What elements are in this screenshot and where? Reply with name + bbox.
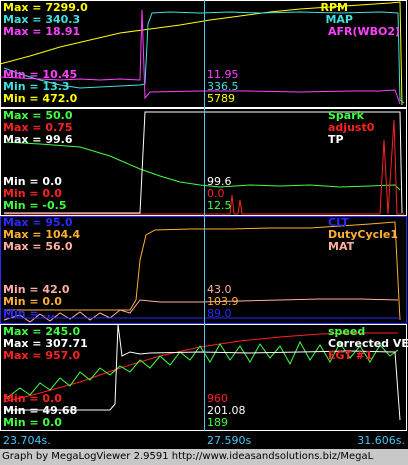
panel-3-max-3: Max = 56.0 — [3, 240, 73, 253]
panel-4-cursor-value-1: 960 — [207, 392, 228, 405]
panel-2-min-3: Min = -0.5 — [3, 199, 67, 212]
panel-3-min-3: Min = ... — [3, 307, 55, 320]
panel-4-border — [0, 324, 407, 431]
time-end-label: 31.606s. — [357, 434, 405, 447]
panel-2-max-2: Max = 0.75 — [3, 121, 73, 134]
time-cursor-label: 27.590s — [207, 434, 252, 447]
panel-4-min-3: Min = 0.0 — [3, 416, 62, 429]
panel-1-channel-3: AFR(WBO2) — [328, 25, 401, 38]
panel-4-min-1: Min = 0.0 — [3, 392, 62, 405]
panel-1-max-3: Max = 18.91 — [3, 25, 81, 38]
panel-3-min-2: Min = 0.0 — [3, 295, 62, 308]
panel-1-cursor-value-2: 336.5 — [207, 80, 239, 93]
panel-1-channel-2: MAP — [325, 13, 353, 26]
panel-3-max-1: Max = 95.0 — [3, 216, 73, 229]
panel-2-cursor-value-2: 0.0 — [207, 187, 225, 200]
adjust0-trace — [4, 119, 404, 215]
panel-1-max-2: Max = 340.3 — [3, 13, 81, 26]
panel-4-max-2: Max = 307.71 — [3, 337, 88, 350]
panel-2-channel-1: Spark — [328, 109, 364, 122]
panel-4-channel-2: Corrected VE — [328, 337, 408, 350]
rpm-trace — [0, 1, 403, 106]
time-start-label: 23.704s. — [3, 434, 51, 447]
afr-trace — [0, 9, 401, 105]
panel-4-max-3: Max = 957.0 — [3, 349, 81, 362]
panel-4-channel-3: EGT #1 — [328, 349, 373, 362]
panel-2-max-1: Max = 50.0 — [3, 109, 73, 122]
log-graph[interactable]: Max = 7299.0 Max = 340.3 Max = 18.91 RPM… — [0, 0, 408, 431]
panel-4-channel-1: speed — [328, 325, 366, 338]
graph-canvas[interactable] — [0, 0, 408, 431]
panel-4-cursor-value-2: 201.08 — [207, 404, 246, 417]
panel-3-channel-3: MAT — [328, 240, 355, 253]
panel-2-max-3: Max = 99.6 — [3, 133, 73, 146]
panel-2-border — [0, 108, 407, 216]
panel-3-channel-2: DutyCycle1 — [328, 228, 399, 241]
panel-2-cursor-value-1: 99.6 — [207, 175, 232, 188]
panel-2-min-2: Min = 0.0 — [3, 187, 62, 200]
panel-1-min-2: Min = 13.3 — [3, 80, 70, 93]
panel-4-cursor-value-3: 189 — [207, 416, 228, 429]
dutycycle-trace — [4, 221, 401, 321]
panel-1-channel-1: RPM — [320, 1, 348, 14]
panel-1-max-1: Max = 7299.0 — [3, 1, 88, 14]
panel-3-min-1: Min = 42.0 — [3, 283, 70, 296]
panel-3-channel-1: CLT — [328, 216, 349, 229]
panel-4-min-2: Min = 49.68 — [3, 404, 78, 417]
panel-3-cursor-value-1: 43.0 — [207, 283, 232, 296]
ve-trace — [4, 323, 401, 421]
footer-credit: Graph by MegaLogViewer 2.9591 http://www… — [0, 449, 408, 465]
panel-3-cursor-value-2: 103.9 — [207, 295, 239, 308]
panel-2-channel-2: adjust0 — [328, 121, 375, 134]
panel-4-max-1: Max = 245.0 — [3, 325, 81, 338]
footer-credit-text: Graph by MegaLogViewer 2.9591 http://www… — [2, 451, 374, 462]
panel-2-cursor-value-3: 12.5 — [207, 199, 232, 212]
tp-trace — [4, 111, 403, 214]
panel-1-min-3: Min = 472.0 — [3, 92, 78, 105]
panel-1-min-1: Min = 10.45 — [3, 68, 78, 81]
panel-3-cursor-value-3: 89.0 — [207, 307, 232, 320]
map-trace — [3, 11, 405, 104]
panel-1-cursor-value-3: 5789 — [207, 92, 235, 105]
panel-3-border — [0, 216, 407, 324]
panel-2-channel-3: TP — [328, 133, 344, 146]
panel-3-max-2: Max = 104.4 — [3, 228, 81, 241]
panel-2-min-1: Min = 0.0 — [3, 175, 62, 188]
egt-trace — [3, 332, 398, 403]
panel-1-cursor-value-1: 11.95 — [207, 68, 239, 81]
spark-trace — [3, 141, 401, 191]
panel-1-border — [0, 0, 407, 108]
